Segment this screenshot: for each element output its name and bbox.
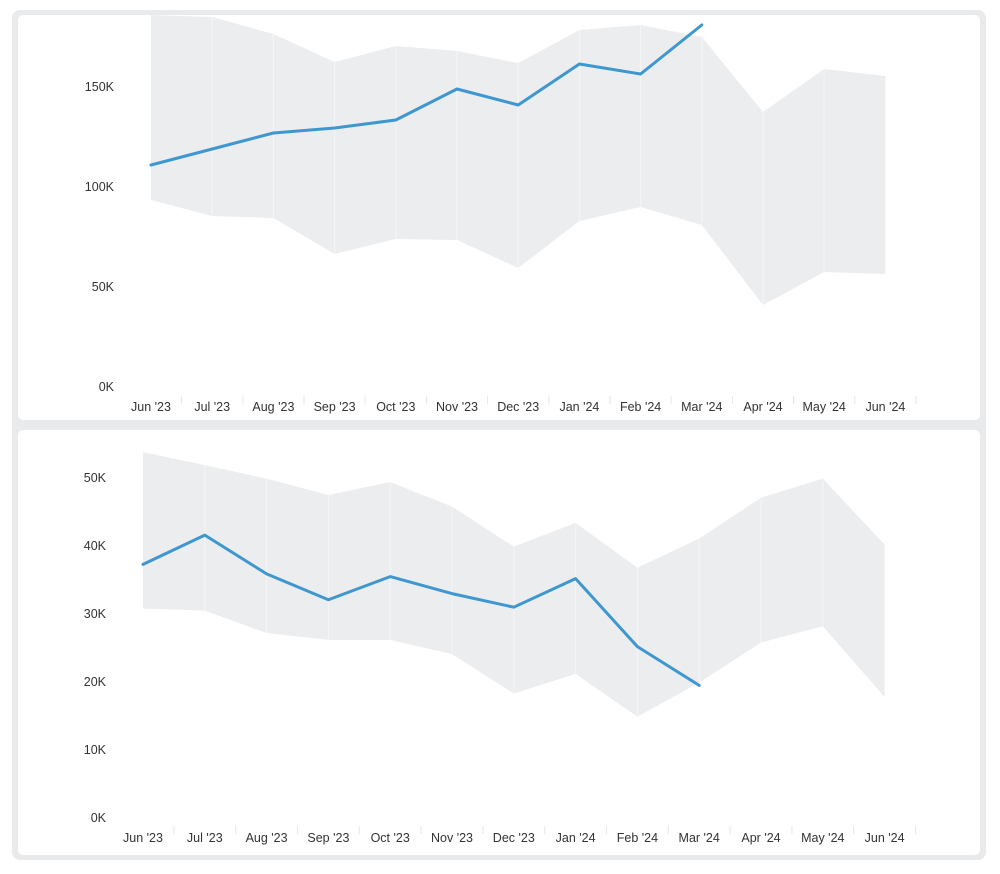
x-tick-label: Nov '23 [431,831,473,845]
y-tick-label: 100K [85,180,115,194]
data-point[interactable] [450,592,454,595]
data-point[interactable] [327,598,330,601]
data-point[interactable] [639,72,642,76]
x-tick-label: May '24 [803,400,846,414]
x-tick-label: Oct '23 [376,400,415,414]
x-tick-label: Jun '23 [131,400,171,414]
data-point[interactable] [574,577,577,580]
y-tick-label: 0K [99,380,115,394]
x-tick-label: Feb '24 [620,400,661,414]
forecast-chart-bottom: 0K 10K 20K 30K 40K 50K Jun '23 Jul '23 Aug '23 Se… [84,452,916,845]
y-tick-label: 40K [84,539,107,553]
data-point[interactable] [333,126,336,130]
data-point[interactable] [455,87,459,91]
data-point[interactable] [578,62,581,66]
x-tick-label: Apr '24 [741,831,780,845]
y-tick-label: 0K [91,811,107,825]
y-tick-label: 20K [84,675,107,689]
data-point[interactable] [698,684,701,687]
forecast-chart-top: 0K 50K 100K 150K Jun '23 Jul '23 Aug '23 Sep '2… [85,15,917,414]
data-point[interactable] [149,163,153,167]
x-tick-label: Jun '23 [123,831,163,845]
data-point[interactable] [636,645,639,648]
chart-panel-top: 0K 50K 100K 150K Jun '23 Jul '23 Aug '23 Sep '2… [18,15,980,420]
x-tick-label: Aug '23 [246,831,288,845]
x-tick-label: Sep '23 [307,831,349,845]
actual-series-line [141,533,701,687]
data-point[interactable] [211,147,214,151]
data-point[interactable] [265,572,268,576]
x-tick-label: Dec '23 [497,400,539,414]
x-tick-label: Jul '23 [187,831,223,845]
x-tick-label: Mar '24 [679,831,720,845]
data-point[interactable] [203,533,206,537]
y-tick-label: 30K [84,607,107,621]
x-tick-label: Oct '23 [371,831,410,845]
y-tick-label: 50K [92,280,115,294]
data-point[interactable] [700,23,703,27]
x-tick-label: Jul '23 [194,400,230,414]
x-tick-label: Apr '24 [743,400,782,414]
chart-panel-bottom: 0K 10K 20K 30K 40K 50K Jun '23 Jul '23 Aug '23 Se… [18,430,980,855]
x-tick-label: Dec '23 [493,831,535,845]
data-point[interactable] [141,563,145,566]
x-tick-label: Jun '24 [865,831,905,845]
x-tick-label: May '24 [801,831,844,845]
data-point[interactable] [389,575,392,578]
x-tick-label: Nov '23 [436,400,478,414]
x-tick-label: Aug '23 [252,400,294,414]
x-tick-label: Jun '24 [865,400,905,414]
y-tick-label: 10K [84,743,107,757]
data-point[interactable] [394,118,397,122]
data-point[interactable] [512,606,515,609]
x-tick-label: Jan '24 [559,400,599,414]
x-tick-label: Feb '24 [617,831,658,845]
x-tick-label: Jan '24 [556,831,596,845]
x-tick-label: Sep '23 [314,400,356,414]
x-tick-label: Mar '24 [681,400,722,414]
data-point[interactable] [272,131,275,135]
y-tick-label: 150K [85,80,115,94]
actual-series-line [149,23,704,167]
data-point[interactable] [517,103,520,107]
y-tick-label: 50K [84,471,107,485]
